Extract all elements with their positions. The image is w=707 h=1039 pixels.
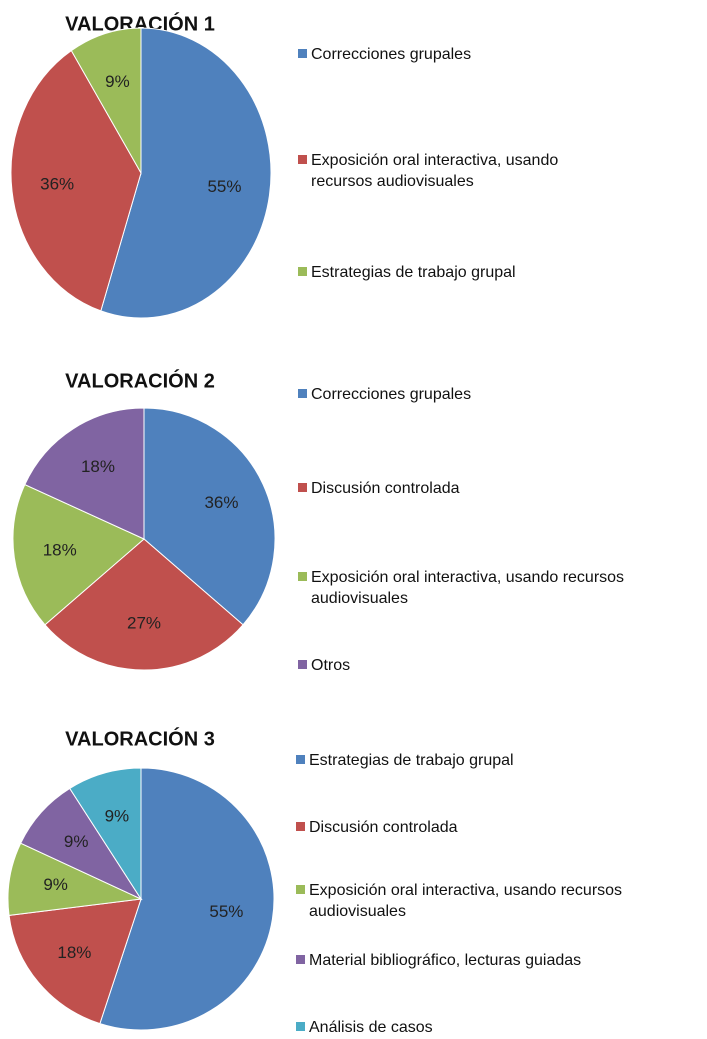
legend-item: Material bibliográfico, lecturas guiadas [296,950,707,971]
legend-swatch [298,155,307,164]
legend-item: Discusión controlada [298,478,651,499]
chart-title: VALORACIÓN 2 [65,368,215,392]
legend-item: Estrategias de trabajo grupal [296,750,707,771]
legend-item: Correcciones grupales [298,44,561,65]
legend-label: Exposición oral interactiva, usando recu… [311,152,559,190]
pie-slice [10,49,142,312]
legend-label: Estrategias de trabajo grupal [311,264,516,281]
legend-label: Material bibliográfico, lecturas guiadas [309,952,582,969]
pie-slice [8,898,142,1025]
pie-slice [69,767,142,901]
data-label: 9% [64,832,89,851]
data-label: 9% [43,875,68,894]
legend-swatch [296,885,305,894]
legend-swatch [296,822,305,831]
legend-label: Análisis de casos [309,1019,433,1036]
data-label: 27% [127,614,161,633]
legend-item: Correcciones grupales [298,384,651,405]
data-label: 18% [43,541,77,560]
data-label: 55% [209,902,243,921]
data-label: 18% [57,943,91,962]
pie-slice [44,538,244,671]
data-label: 9% [105,72,130,91]
pie-slice [143,407,276,626]
legend-label: Exposición oral interactiva, usando recu… [311,569,625,607]
data-label: 18% [81,457,115,476]
legend-item: Otros [298,655,651,676]
pie-slice [99,767,275,1031]
pie-slice [12,483,145,626]
legend-label: Exposición oral interactiva, usando recu… [309,882,623,920]
legend-label: Otros [311,657,351,674]
legend-label: Discusión controlada [309,819,458,836]
legend-swatch [296,955,305,964]
chart-title: VALORACIÓN 3 [65,726,215,750]
legend-item: Exposición oral interactiva, usando recu… [298,567,651,609]
legend-item: Exposición oral interactiva, usando recu… [298,150,561,192]
legend-swatch [298,483,307,492]
pie-slice [100,27,272,319]
pie-slice [70,27,142,175]
pie-slice [24,407,145,540]
legend-item: Exposición oral interactiva, usando recu… [296,880,707,922]
legend-label: Discusión controlada [311,480,460,497]
legend-item: Análisis de casos [296,1017,707,1038]
data-label: 36% [204,493,238,512]
legend-label: Correcciones grupales [311,46,472,63]
legend-item: Estrategias de trabajo grupal [298,262,561,283]
legend-item: Discusión controlada [296,817,707,838]
data-label: 36% [40,174,74,193]
legend-swatch [298,267,307,276]
legend-label: Estrategias de trabajo grupal [309,752,514,769]
legend-swatch [296,1022,305,1031]
legend-swatch [298,49,307,58]
legend-swatch [298,389,307,398]
legend-swatch [298,572,307,581]
legend-swatch [296,755,305,764]
legend-label: Correcciones grupales [311,386,472,403]
data-label: 9% [105,807,130,826]
data-label: 55% [207,177,241,196]
legend-swatch [298,660,307,669]
